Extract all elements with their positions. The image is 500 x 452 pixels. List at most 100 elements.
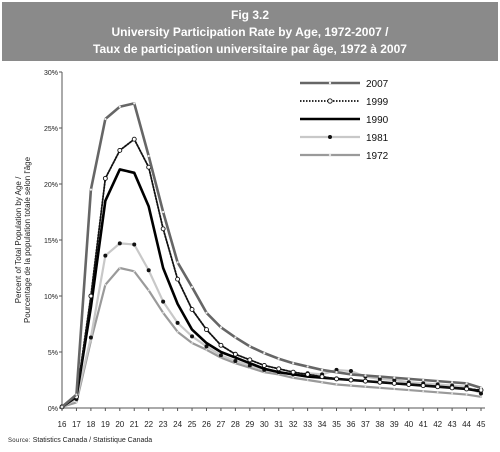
data-point-2007 <box>205 311 208 314</box>
x-tick-label: 27 <box>216 420 225 429</box>
x-tick-label: 23 <box>159 420 168 429</box>
y-axis-title-line-1: Percent of Total Population by Age / <box>14 176 23 303</box>
data-point-1999 <box>435 384 441 390</box>
x-tick-label: 26 <box>202 420 211 429</box>
data-point-1981 <box>161 299 166 304</box>
data-point-1972 <box>191 342 193 344</box>
data-point-1972 <box>75 401 78 404</box>
x-tick-label: 35 <box>332 420 341 429</box>
data-point-1981 <box>88 335 93 340</box>
data-point-1999 <box>204 327 209 333</box>
legend-label: 1990 <box>366 115 389 126</box>
series-1972 <box>60 266 483 408</box>
x-axis-ticks: 16 17 18 19 20 21 22 23 24 25 26 27 28 29 30 31 32 33 34 35… <box>58 408 486 429</box>
data-point-1999 <box>362 378 368 384</box>
x-tick-label: 31 <box>274 420 283 429</box>
data-point-1972 <box>306 379 309 381</box>
data-point-1999 <box>247 357 253 363</box>
data-point-1999 <box>88 293 94 299</box>
data-point-2007 <box>89 188 92 191</box>
series-layer <box>59 102 484 410</box>
data-point-2007 <box>422 378 425 382</box>
data-point-1999 <box>189 306 195 312</box>
data-point-2007 <box>234 336 237 339</box>
y-tick-label: 20% <box>44 182 58 189</box>
data-point-1972 <box>118 267 121 269</box>
series-line-1981 <box>60 242 483 408</box>
legend-label: 1999 <box>366 97 389 108</box>
x-tick-label: 37 <box>361 420 370 429</box>
x-tick-label: 29 <box>245 420 254 429</box>
data-point-2007 <box>407 377 410 380</box>
figure-title-english: University Participation Rate by Age, 19… <box>111 25 389 39</box>
x-tick-label: 21 <box>130 420 139 429</box>
data-point-1972 <box>350 384 352 387</box>
series-line-1990 <box>60 168 483 409</box>
data-point-1972 <box>465 393 468 396</box>
x-tick-label: 18 <box>86 420 95 429</box>
series-1981 <box>60 241 483 409</box>
legend-item-1972: 1972 <box>300 151 389 162</box>
legend-label: 1972 <box>366 151 389 162</box>
y-axis-ticks: 0% 5% 10% 15% 20% 25% 30% <box>44 70 62 413</box>
data-point-2007 <box>393 376 396 379</box>
series-line-2007 <box>60 102 483 409</box>
x-tick-label: 30 <box>260 420 269 429</box>
legend-marker <box>328 153 332 157</box>
data-point-1999 <box>377 379 383 385</box>
data-point-1999 <box>175 276 181 282</box>
x-tick-label: 40 <box>404 420 413 429</box>
data-point-1972 <box>176 330 179 333</box>
data-point-1999 <box>160 226 166 232</box>
data-point-1981 <box>132 242 137 247</box>
source-text: Statistics Canada / Statistique Canada <box>32 437 153 444</box>
x-tick-label: 38 <box>375 420 384 429</box>
data-point-1981 <box>233 358 238 363</box>
data-point-2007 <box>190 285 194 289</box>
data-point-2007 <box>436 380 439 383</box>
x-tick-label: 19 <box>101 420 110 429</box>
data-point-2007 <box>118 105 121 108</box>
data-point-1999 <box>117 147 123 153</box>
data-point-1999 <box>391 380 397 386</box>
data-point-2007 <box>306 365 309 368</box>
data-point-2007 <box>277 357 280 360</box>
legend-item-1981: 1981 <box>300 133 389 144</box>
source-label: Source: <box>8 438 31 444</box>
legend: 2007 1999 1990 1981 1972 <box>300 79 389 162</box>
legend-label: 1981 <box>366 133 389 144</box>
data-point-1972 <box>393 388 396 390</box>
data-point-1999 <box>319 374 325 380</box>
data-point-1999 <box>334 376 339 382</box>
data-point-1972 <box>147 289 150 292</box>
legend-item-1999: 1999 <box>300 97 389 108</box>
data-point-1999 <box>420 383 426 389</box>
y-tick-label: 10% <box>44 294 58 301</box>
data-point-2007 <box>219 326 223 329</box>
data-point-2007 <box>133 102 136 105</box>
data-point-1972 <box>321 381 323 384</box>
x-tick-label: 22 <box>144 420 153 429</box>
data-point-1999 <box>449 385 455 391</box>
data-point-2007 <box>349 373 353 376</box>
data-point-2007 <box>147 154 150 158</box>
data-point-1999 <box>102 175 108 181</box>
data-point-2007 <box>479 386 483 389</box>
legend-item-2007: 2007 <box>300 79 389 90</box>
data-point-1972 <box>104 283 107 286</box>
data-point-1981 <box>348 369 353 374</box>
data-point-1999 <box>131 136 137 142</box>
data-point-2007 <box>60 405 64 408</box>
data-point-1981 <box>175 320 180 325</box>
source-note: Source: Statistics Canada / Statistique … <box>8 437 152 444</box>
data-point-1972 <box>378 386 381 389</box>
y-tick-label: 5% <box>48 350 58 357</box>
figure-title-french: Taux de participation universitaire par … <box>93 42 407 56</box>
data-point-1981 <box>479 391 483 396</box>
data-point-1972 <box>335 383 338 386</box>
data-point-1981 <box>218 353 223 358</box>
data-point-1972 <box>205 348 208 351</box>
y-axis-title-line-2: Pourcentage de la population totale selo… <box>23 156 32 323</box>
x-tick-label: 20 <box>115 420 124 429</box>
